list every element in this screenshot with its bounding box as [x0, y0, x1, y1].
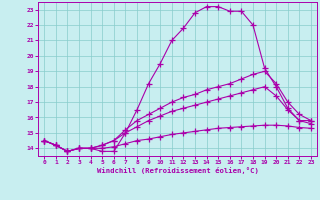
X-axis label: Windchill (Refroidissement éolien,°C): Windchill (Refroidissement éolien,°C) [97, 167, 259, 174]
